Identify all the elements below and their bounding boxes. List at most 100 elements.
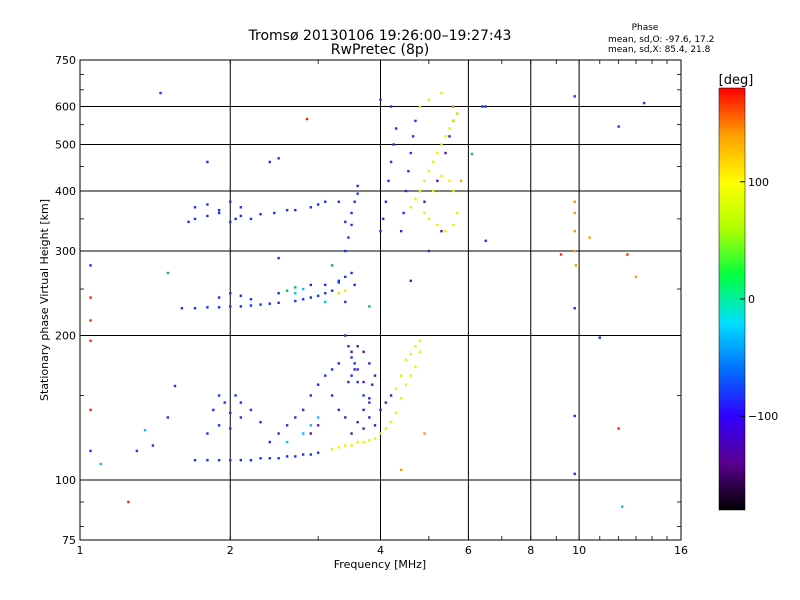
data-point: [642, 101, 646, 105]
data-point: [173, 384, 177, 388]
data-point: [324, 292, 327, 295]
data-point: [301, 432, 305, 435]
data-point: [330, 368, 334, 371]
x-tick-label: 16: [674, 544, 688, 557]
data-point: [409, 279, 412, 283]
data-point: [456, 112, 459, 115]
data-point: [187, 220, 190, 224]
data-point: [151, 444, 155, 447]
x-axis-label: Frequency [MHz]: [334, 558, 426, 571]
data-point: [409, 374, 412, 377]
y-tick-label: 400: [55, 185, 76, 198]
data-point: [427, 98, 431, 101]
data-point: [193, 307, 197, 310]
data-point: [239, 294, 243, 297]
data-point: [409, 151, 412, 155]
data-point: [573, 95, 576, 98]
data-point: [368, 439, 371, 442]
data-point: [337, 292, 341, 295]
y-tick-label: 100: [55, 474, 76, 487]
x-tick-labels: 1 2 4 6 8 10 16: [77, 544, 689, 557]
data-point: [309, 206, 312, 209]
data-point: [249, 217, 253, 221]
x-tick-label: 8: [527, 544, 534, 557]
data-point: [206, 214, 209, 218]
chart-subtitle: RwPretec (8p): [331, 42, 429, 58]
data-point: [411, 135, 415, 138]
data-point: [285, 208, 289, 212]
data-point: [89, 449, 92, 453]
data-point: [407, 169, 410, 173]
data-point: [456, 211, 459, 215]
data-point: [347, 380, 350, 384]
data-point: [389, 160, 393, 164]
data-point: [234, 217, 237, 221]
data-point: [617, 427, 620, 430]
x-tick-label: 4: [377, 544, 384, 557]
data-point: [249, 458, 253, 462]
data-point: [344, 275, 347, 279]
data-point: [249, 298, 253, 301]
data-point: [373, 374, 377, 377]
data-point: [387, 179, 390, 183]
data-point: [444, 229, 447, 233]
data-point: [347, 345, 350, 348]
data-point: [573, 414, 576, 418]
data-point: [418, 350, 422, 353]
data-point: [309, 296, 312, 299]
phase-stats-x: mean, sd,X: 85.4, 21.8: [608, 45, 711, 55]
data-point: [301, 298, 305, 301]
data-point: [404, 383, 408, 386]
data-point: [350, 271, 353, 275]
data-point: [135, 449, 139, 453]
data-point: [239, 214, 243, 218]
data-point: [212, 408, 215, 412]
data-point: [193, 206, 197, 209]
data-point: [368, 416, 371, 419]
data-point: [268, 160, 271, 164]
data-point: [316, 416, 320, 419]
data-point: [559, 253, 563, 256]
data-point: [89, 408, 92, 412]
data-point: [206, 203, 209, 206]
data-point: [166, 416, 170, 419]
data-point: [427, 169, 431, 173]
data-point: [353, 283, 356, 287]
data-point: [344, 444, 347, 447]
data-point: [409, 206, 412, 209]
data-point: [444, 151, 447, 155]
data-point: [418, 189, 422, 193]
data-point: [239, 206, 243, 209]
data-point: [324, 300, 327, 304]
data-point: [470, 152, 474, 156]
data-point: [574, 264, 578, 267]
data-point: [217, 458, 221, 462]
plot-frame: [79, 59, 682, 541]
data-point: [301, 453, 305, 456]
data-point: [394, 127, 398, 130]
colorbar-label: [deg]: [719, 73, 754, 88]
data-point: [234, 394, 237, 397]
data-point: [436, 151, 439, 155]
data-point: [452, 119, 455, 123]
data-point: [239, 458, 243, 462]
data-point: [277, 256, 280, 260]
data-point: [356, 184, 359, 188]
data-point: [350, 211, 353, 215]
data-point: [452, 189, 455, 193]
y-axis-label: Stationary phase Virtual Height [km]: [38, 199, 51, 401]
data-point: [301, 287, 305, 291]
data-point: [379, 408, 382, 412]
data-point: [484, 105, 487, 108]
data-point: [452, 105, 455, 108]
data-point: [294, 455, 297, 458]
data-point: [330, 264, 334, 267]
phase-stats-o: mean, sd,O: -97.6, 17.2: [608, 35, 714, 45]
y-tick-label: 500: [55, 139, 76, 152]
data-point: [239, 416, 243, 419]
data-point: [316, 424, 320, 427]
data-point: [294, 416, 297, 419]
data-point: [143, 429, 147, 432]
data-point: [89, 319, 92, 322]
data-point: [448, 179, 451, 183]
